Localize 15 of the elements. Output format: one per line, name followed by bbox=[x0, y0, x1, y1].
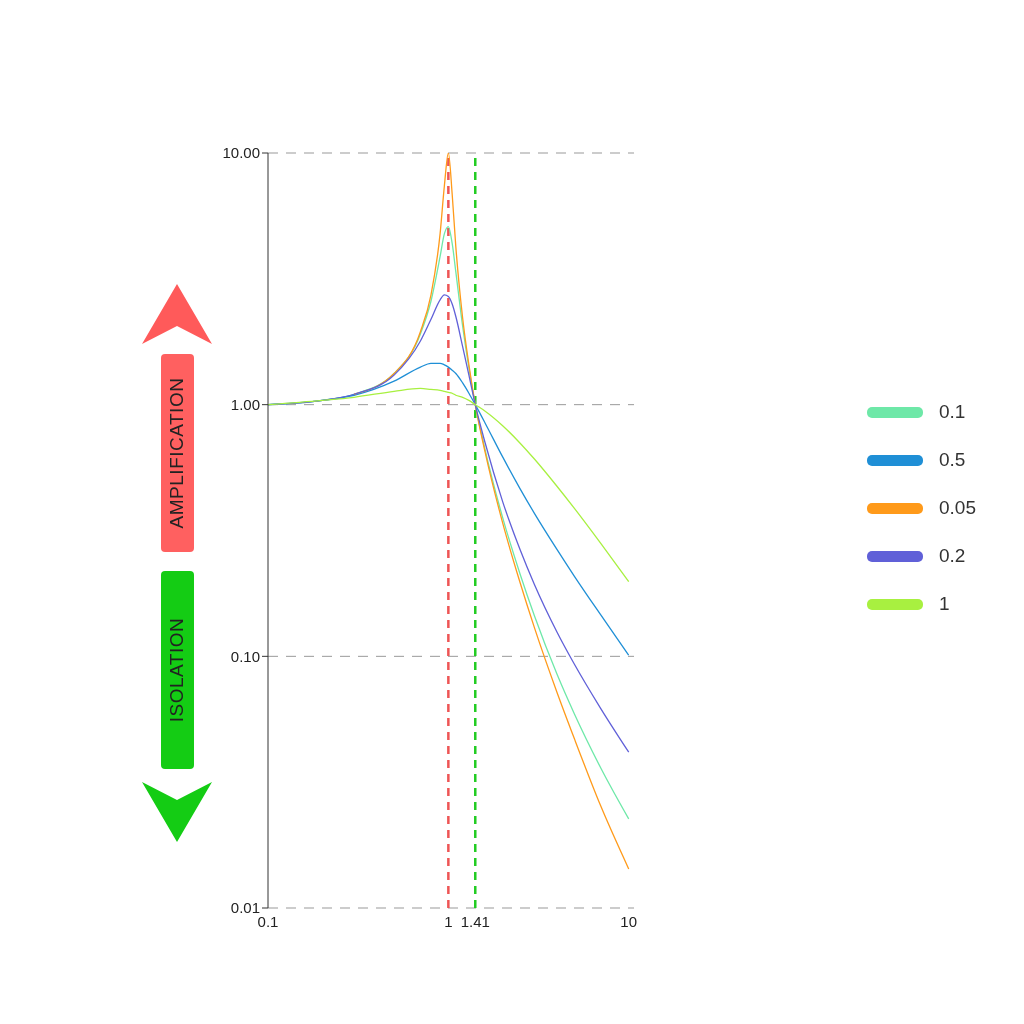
x-tick-label: 0.1 bbox=[257, 912, 279, 930]
y-tick-label: 1.00 bbox=[230, 395, 260, 413]
text: AMPLIFICATION bbox=[166, 377, 189, 529]
y-tick-label: 10.00 bbox=[222, 144, 260, 162]
y-tick-label: 0.10 bbox=[230, 647, 260, 665]
x-tick-label: 1.41 bbox=[460, 912, 490, 930]
legend-label: 0.1 bbox=[939, 401, 966, 423]
legend-label: 0.5 bbox=[939, 449, 966, 471]
x-tick-label: 10 bbox=[620, 912, 638, 930]
text: ISOLATION bbox=[166, 617, 189, 723]
x-tick-label: 1 bbox=[444, 912, 453, 930]
legend-label: 0.05 bbox=[939, 497, 976, 519]
legend-label: 1 bbox=[939, 593, 950, 615]
y-tick-label: 0.01 bbox=[230, 899, 260, 917]
legend-label: 0.2 bbox=[939, 545, 966, 567]
